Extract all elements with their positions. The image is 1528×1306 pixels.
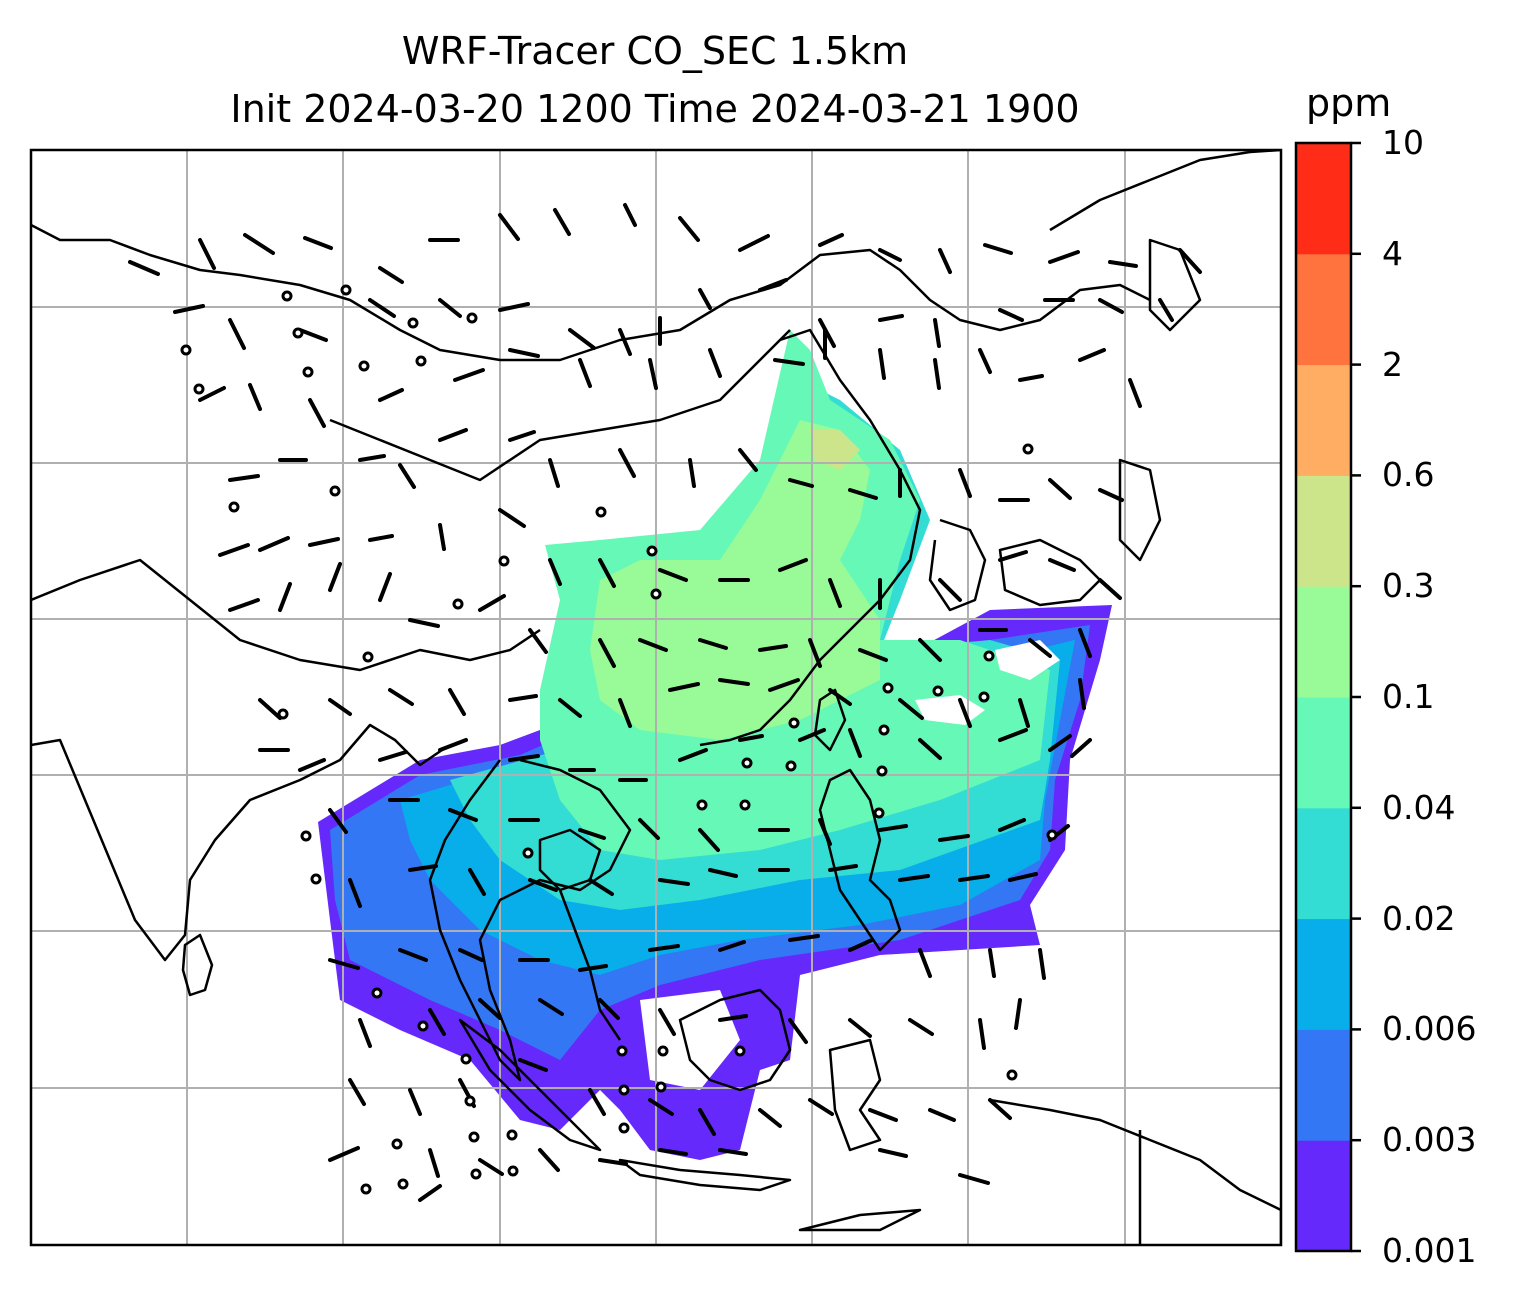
wind-barbs <box>128 203 1202 1202</box>
siberian-coast <box>1049 150 1281 232</box>
lesser-sunda-coast <box>798 1208 922 1232</box>
japan-coast <box>998 238 1202 607</box>
himalaya-border <box>31 558 541 672</box>
indian-subcontinent-coast <box>31 723 446 962</box>
colorbar-unit-label: ppm <box>1306 81 1392 125</box>
philippines-coast <box>818 768 902 952</box>
colorbar-block <box>1296 1029 1351 1141</box>
china-east-coast <box>699 328 922 747</box>
colorbar-block <box>1296 807 1351 920</box>
borneo-coast <box>678 988 792 1092</box>
colorbar-ticks <box>1351 141 1361 1253</box>
colorbar-tick-label: 0.006 <box>1382 1009 1477 1049</box>
colorbar-tick-label: 0.3 <box>1382 566 1435 606</box>
level-03-region <box>810 430 860 470</box>
colorbar-block <box>1296 253 1351 366</box>
indochina-coast <box>428 758 632 1082</box>
colorbar-tick-label: 4 <box>1382 233 1403 273</box>
java-coast <box>618 1158 792 1192</box>
colorbar-block <box>1296 918 1351 1030</box>
map-frame <box>29 148 1283 1247</box>
chart-title-line-2: Init 2024-03-20 1200 Time 2024-03-21 190… <box>230 87 1080 131</box>
mongolia-border <box>329 329 791 482</box>
sumatra-coast <box>458 1018 602 1152</box>
colorbar-blocks <box>1296 143 1351 1252</box>
colorbar-block <box>1296 143 1351 255</box>
colorbar-tick-label: 0.6 <box>1382 455 1435 495</box>
colorbar-tick-label: 0.003 <box>1382 1120 1477 1160</box>
colorbar-tick-label: 0.1 <box>1382 677 1435 716</box>
colorbar-tick-label: 0.001 <box>1382 1231 1477 1270</box>
sulawesi-coast <box>828 1038 882 1152</box>
colorbar-block <box>1296 586 1351 698</box>
colorbar-tick-label: 0.02 <box>1382 898 1456 938</box>
chart-title-line-1: WRF-Tracer CO_SEC 1.5km <box>401 29 909 73</box>
colorbar-block <box>1296 475 1351 587</box>
tracer-concentration-field <box>318 330 1112 1160</box>
coastlines-and-borders <box>31 150 1281 1245</box>
colorbar-tick-label: 10 <box>1382 123 1424 162</box>
colorbar-block <box>1296 697 1351 809</box>
colorbar-tick-label: 0.04 <box>1382 787 1456 827</box>
colorbar-tick-label: 2 <box>1382 344 1403 384</box>
colorbar <box>1294 141 1361 1253</box>
colorbar-block <box>1296 1140 1351 1252</box>
central-asia-border <box>31 223 1151 362</box>
new-guinea-coast <box>989 1098 1281 1245</box>
colorbar-block <box>1296 364 1351 476</box>
map-gridlines <box>31 150 1281 1245</box>
sri-lanka-coast <box>181 933 214 997</box>
calm-wind-circles <box>180 284 1058 1195</box>
korea-coast <box>928 518 987 612</box>
